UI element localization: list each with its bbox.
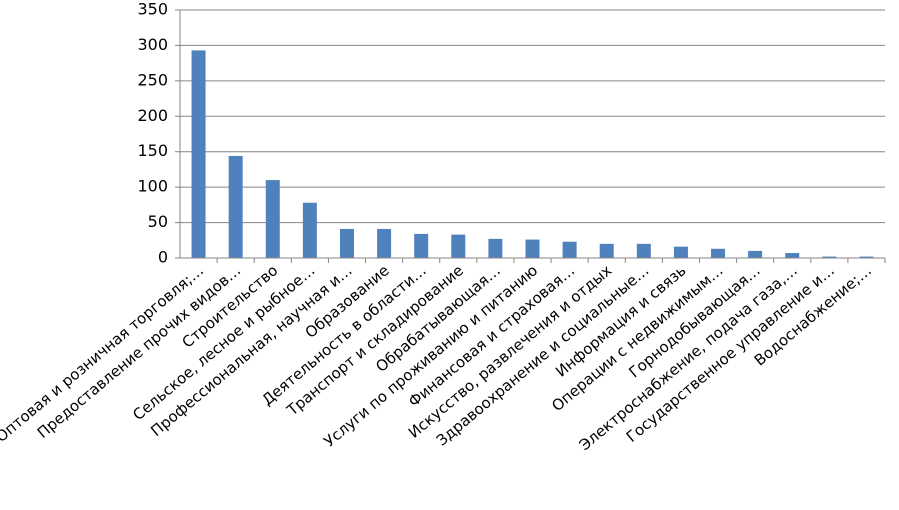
bar [562, 241, 577, 258]
bar [302, 202, 317, 258]
y-tick-label: 350 [137, 0, 168, 19]
bar [339, 228, 354, 258]
bar [711, 248, 726, 258]
bar [748, 250, 763, 258]
bar [265, 180, 280, 258]
bar [451, 234, 466, 258]
bar [525, 239, 540, 258]
bar [859, 256, 874, 258]
bar [673, 246, 688, 258]
bar [599, 243, 614, 258]
bar [488, 238, 503, 258]
bar [785, 253, 800, 258]
y-tick-label: 300 [137, 35, 168, 54]
bar [191, 50, 206, 258]
y-tick-label: 50 [148, 212, 168, 231]
bar [377, 228, 392, 258]
bar [228, 155, 243, 258]
y-tick-label: 250 [137, 70, 168, 89]
y-tick-label: 150 [137, 141, 168, 160]
bar [636, 243, 651, 258]
bar [414, 233, 429, 258]
y-tick-label: 0 [158, 248, 168, 267]
y-tick-label: 200 [137, 106, 168, 125]
bar [822, 256, 837, 258]
y-tick-label: 100 [137, 177, 168, 196]
